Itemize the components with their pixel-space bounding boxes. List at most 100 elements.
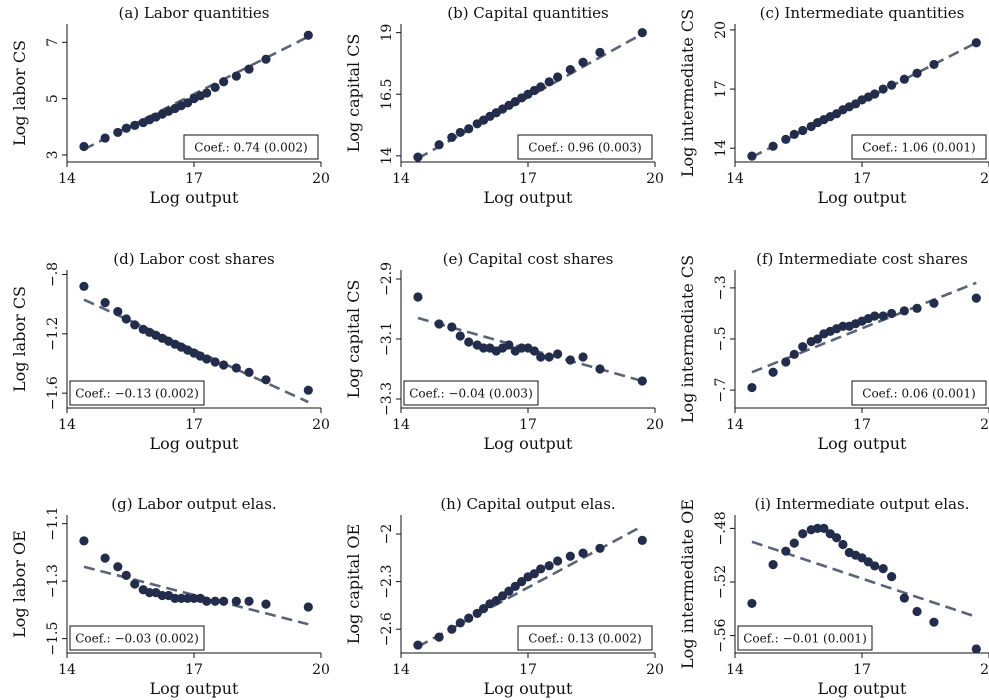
data-point <box>170 593 180 603</box>
data-point <box>219 77 229 87</box>
x-axis-label: Log output <box>818 188 908 207</box>
data-point <box>878 84 888 94</box>
data-point <box>79 536 89 546</box>
y-axis-label: Log capital CS <box>344 280 363 399</box>
coef-label: Coef.: −0.13 (0.002) <box>75 387 199 401</box>
x-tick-label: 20 <box>980 662 989 678</box>
x-tick-label: 20 <box>646 417 664 433</box>
data-point <box>870 89 880 99</box>
data-point <box>544 561 554 571</box>
y-tick-label: −.7 <box>713 378 729 403</box>
data-point <box>464 337 474 347</box>
coef-box <box>517 134 653 160</box>
data-point <box>219 360 229 370</box>
x-tick-label: 17 <box>853 662 871 678</box>
y-tick-label: −.48 <box>713 511 729 545</box>
x-tick-label: 17 <box>519 417 537 433</box>
data-point <box>929 617 939 627</box>
data-point <box>798 342 808 352</box>
data-point <box>565 551 575 561</box>
y-tick-label: −1.1 <box>45 507 61 541</box>
data-point <box>536 352 546 362</box>
data-point <box>491 596 501 606</box>
coef-label: Coef.: 0.96 (0.003) <box>528 141 641 155</box>
coef-label: Coef.: 0.13 (0.002) <box>528 632 641 646</box>
data-point <box>637 376 647 386</box>
data-point <box>464 613 474 623</box>
data-point <box>878 311 888 321</box>
data-point <box>455 618 465 628</box>
x-tick-label: 20 <box>312 417 330 433</box>
data-point <box>870 561 880 571</box>
data-point <box>553 349 563 359</box>
data-point <box>447 132 457 142</box>
data-point <box>455 127 465 138</box>
x-tick-label: 20 <box>646 662 664 678</box>
data-point <box>303 30 313 40</box>
panel-6: (f) Intermediate cost shares 14 17 20 −.7 −.5… <box>678 250 989 453</box>
y-tick-label: −.8 <box>45 262 61 287</box>
data-point <box>231 363 241 373</box>
data-point <box>183 593 193 603</box>
data-point <box>121 314 131 324</box>
y-tick-label: 14 <box>379 147 395 165</box>
data-point <box>912 303 922 313</box>
panel-title: (g) Labor output elas. <box>111 495 276 513</box>
y-tick-label: −.56 <box>713 618 729 652</box>
data-point <box>578 352 588 362</box>
y-axis-label: Log labor CS <box>10 40 29 146</box>
y-tick-label: −.3 <box>713 275 729 300</box>
y-tick-label: −.52 <box>713 565 729 599</box>
data-point <box>202 88 212 98</box>
y-tick-label: 3 <box>45 150 61 159</box>
data-point <box>434 632 444 642</box>
x-axis-label: Log output <box>150 434 240 453</box>
y-axis-label: Log labor OE <box>10 530 29 638</box>
data-point <box>100 298 110 308</box>
data-point <box>478 603 489 614</box>
coef-box <box>403 380 539 406</box>
x-tick-label: 14 <box>726 171 744 187</box>
data-point <box>595 543 605 553</box>
fit-line <box>83 565 309 626</box>
coef-box <box>69 625 205 651</box>
panel-title: (a) Labor quantities <box>119 4 270 22</box>
y-tick-label: −2 <box>379 524 395 545</box>
panel-8: (h) Capital output elas. 14 17 20 −2.6 −2.3 −2… <box>344 495 664 698</box>
data-point <box>434 140 444 150</box>
data-point <box>637 28 647 38</box>
y-tick-label: 7 <box>45 38 61 47</box>
data-point <box>899 306 909 316</box>
data-point <box>887 80 897 90</box>
data-point <box>595 47 605 57</box>
data-point <box>261 54 271 64</box>
coef-label: Coef.: −0.01 (0.001) <box>743 632 867 646</box>
data-point <box>447 624 457 634</box>
y-axis-label: Log labor CS <box>10 286 29 392</box>
data-point <box>544 77 554 87</box>
y-axis-label: Log intermediate OE <box>678 499 697 669</box>
panel-title: (b) Capital quantities <box>447 4 609 22</box>
data-point <box>303 385 313 395</box>
data-point <box>899 593 909 603</box>
x-tick-label: 14 <box>392 662 410 678</box>
data-point <box>838 539 848 550</box>
y-tick-label: −1.2 <box>45 317 61 351</box>
x-tick-label: 14 <box>392 417 410 433</box>
data-point <box>261 375 271 385</box>
data-point <box>100 133 110 143</box>
coef-label: Coef.: 1.06 (0.001) <box>862 141 975 155</box>
data-point <box>434 319 444 329</box>
data-point <box>231 596 241 606</box>
panel-title: (e) Capital cost shares <box>443 250 614 268</box>
data-point <box>832 533 842 543</box>
fit-line <box>751 540 977 619</box>
data-point <box>130 320 140 330</box>
panel-title: (f) Intermediate cost shares <box>756 250 968 268</box>
data-point <box>472 608 482 618</box>
coef-box <box>183 134 319 160</box>
data-point <box>144 588 155 598</box>
data-point <box>244 64 254 74</box>
x-tick-label: 14 <box>58 417 76 433</box>
x-tick-label: 17 <box>519 662 537 678</box>
